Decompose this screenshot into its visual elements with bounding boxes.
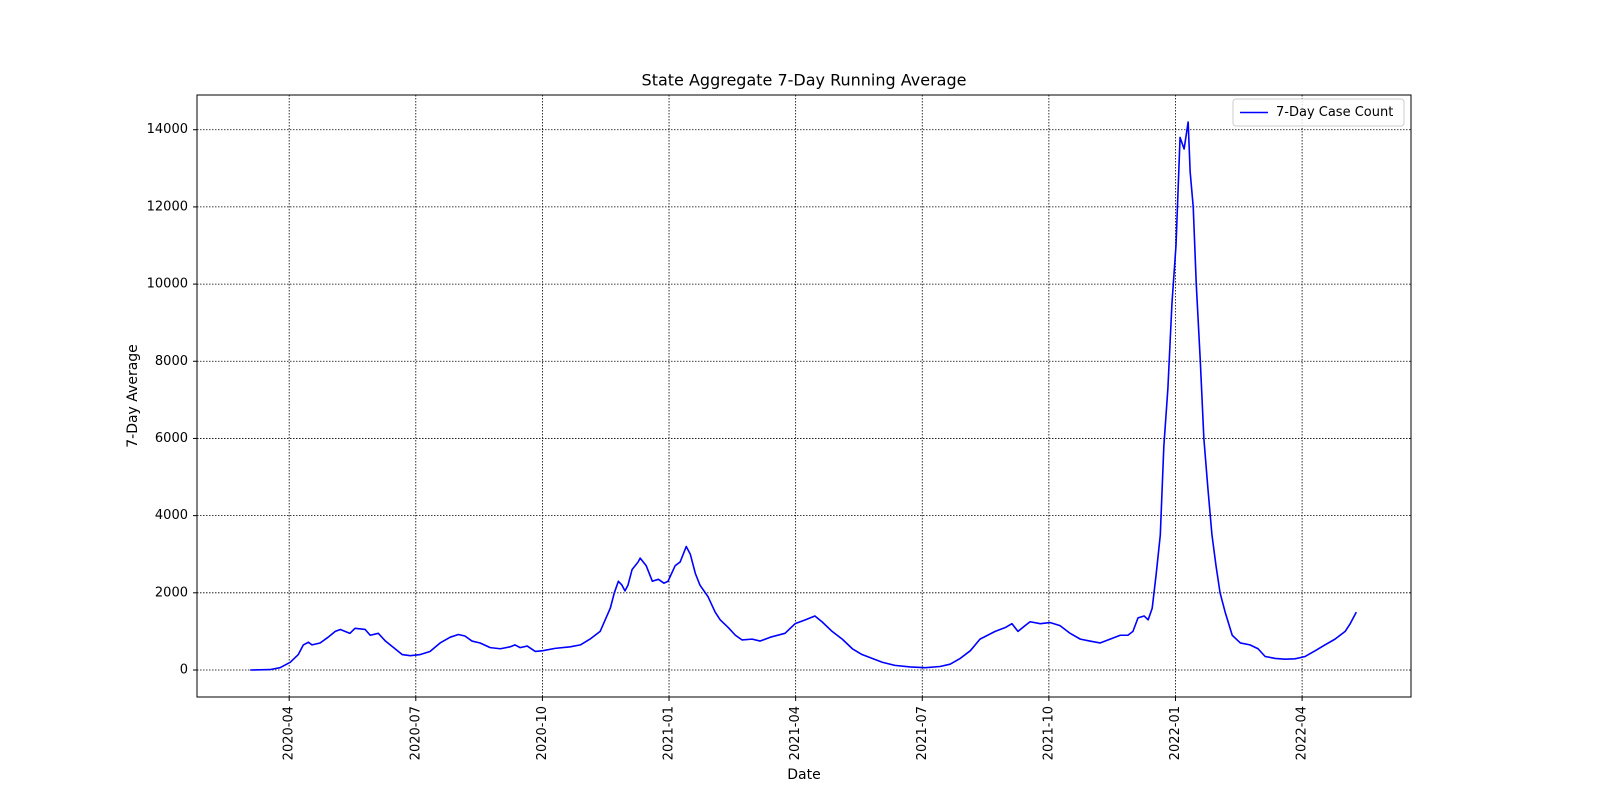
y-tick-label: 0 <box>180 662 188 677</box>
x-tick-label: 2022-01 <box>1168 706 1183 760</box>
x-tick-label: 2021-10 <box>1041 706 1056 760</box>
x-tick-label: 2021-04 <box>788 706 803 760</box>
plot-frame <box>196 94 1412 698</box>
y-tick-label: 2000 <box>155 585 188 600</box>
x-tick-label: 2021-01 <box>662 706 677 760</box>
legend: 7-Day Case Count <box>1232 98 1405 127</box>
legend-box <box>1232 98 1405 127</box>
x-tick-label: 2022-04 <box>1295 706 1310 760</box>
chart-title: State Aggregate 7-Day Running Average <box>642 71 967 90</box>
data-line <box>250 121 1358 671</box>
x-tick-label: 2021-07 <box>915 706 930 760</box>
x-tick-label: 2020-04 <box>282 706 297 760</box>
x-axis-label: Date <box>787 767 820 783</box>
x-tick-label: 2020-07 <box>408 706 423 760</box>
y-tick-label: 10000 <box>147 277 188 292</box>
x-tick-label: 2020-10 <box>535 706 550 760</box>
y-axis-label: 7-Day Average <box>125 344 141 448</box>
legend-label: 7-Day Case Count <box>1276 105 1393 120</box>
y-tick-label: 12000 <box>147 199 188 214</box>
y-tick-label: 14000 <box>147 122 188 137</box>
y-tick-label: 4000 <box>155 508 188 523</box>
y-tick-label: 6000 <box>155 431 188 446</box>
y-tick-label: 8000 <box>155 354 188 369</box>
